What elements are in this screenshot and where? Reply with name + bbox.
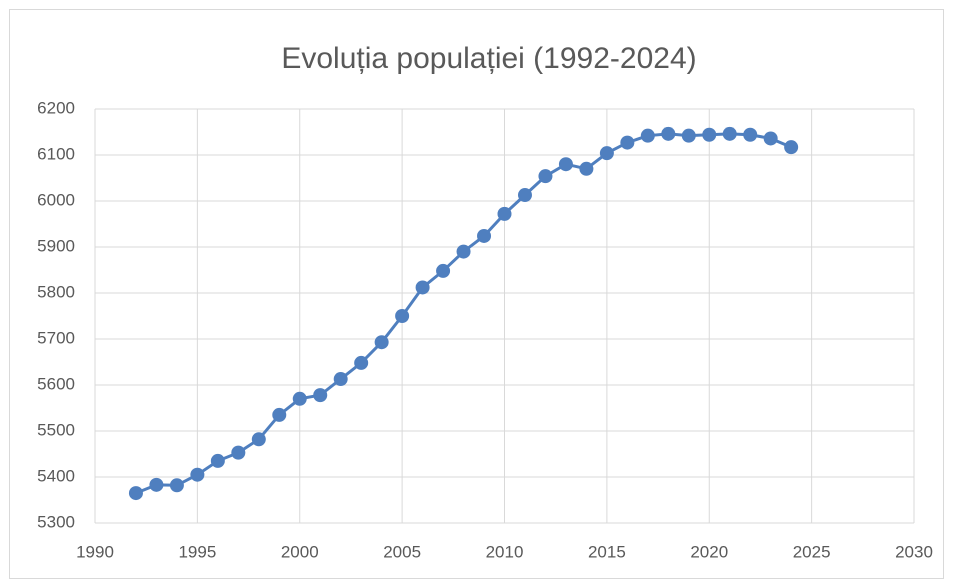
data-point	[313, 388, 328, 403]
data-point	[497, 206, 512, 221]
data-point	[128, 486, 143, 501]
data-point	[579, 161, 594, 176]
x-tick-label: 1995	[178, 542, 216, 561]
data-point	[558, 157, 573, 172]
data-point	[251, 432, 266, 447]
y-tick-label: 6100	[37, 144, 75, 163]
data-point	[722, 126, 737, 141]
y-tick-label: 5700	[37, 328, 75, 347]
data-point	[640, 128, 655, 143]
y-tick-label: 6200	[37, 98, 75, 117]
y-tick-label: 5600	[37, 374, 75, 393]
data-point	[743, 127, 758, 142]
chart-title: Evoluția populației (1992-2024)	[281, 42, 696, 75]
data-point	[681, 128, 696, 143]
y-tick-label: 5900	[37, 236, 75, 255]
x-tick-label: 2020	[690, 542, 728, 561]
data-point	[415, 280, 430, 295]
x-tick-label: 1990	[76, 542, 114, 561]
data-point	[661, 126, 676, 141]
data-point	[456, 244, 471, 259]
data-point	[169, 478, 184, 493]
data-point	[517, 188, 532, 203]
x-tick-label: 2030	[895, 542, 933, 561]
data-point	[210, 453, 225, 468]
data-point	[763, 131, 778, 146]
data-point	[538, 169, 553, 184]
y-tick-label: 5400	[37, 466, 75, 485]
data-point	[272, 407, 287, 422]
chart-border	[9, 9, 944, 579]
y-tick-label: 5500	[37, 420, 75, 439]
data-point	[374, 335, 389, 350]
data-point	[599, 146, 614, 161]
data-point	[333, 372, 348, 387]
x-tick-label: 2005	[383, 542, 421, 561]
data-point	[436, 263, 451, 278]
x-tick-label: 2010	[486, 542, 524, 561]
x-tick-label: 2015	[588, 542, 626, 561]
data-point	[395, 309, 410, 323]
data-point	[231, 445, 246, 460]
y-tick-label: 5300	[37, 512, 75, 531]
data-point	[702, 127, 717, 142]
y-tick-label: 6000	[37, 190, 75, 209]
y-tick-label: 5800	[37, 282, 75, 301]
x-tick-label: 2000	[281, 542, 319, 561]
data-point	[784, 140, 799, 155]
data-point	[190, 467, 205, 482]
data-point	[620, 135, 635, 150]
data-point	[149, 477, 164, 492]
data-point	[292, 391, 307, 406]
data-point	[354, 355, 369, 370]
x-tick-label: 2025	[793, 542, 831, 561]
data-point	[477, 228, 492, 243]
